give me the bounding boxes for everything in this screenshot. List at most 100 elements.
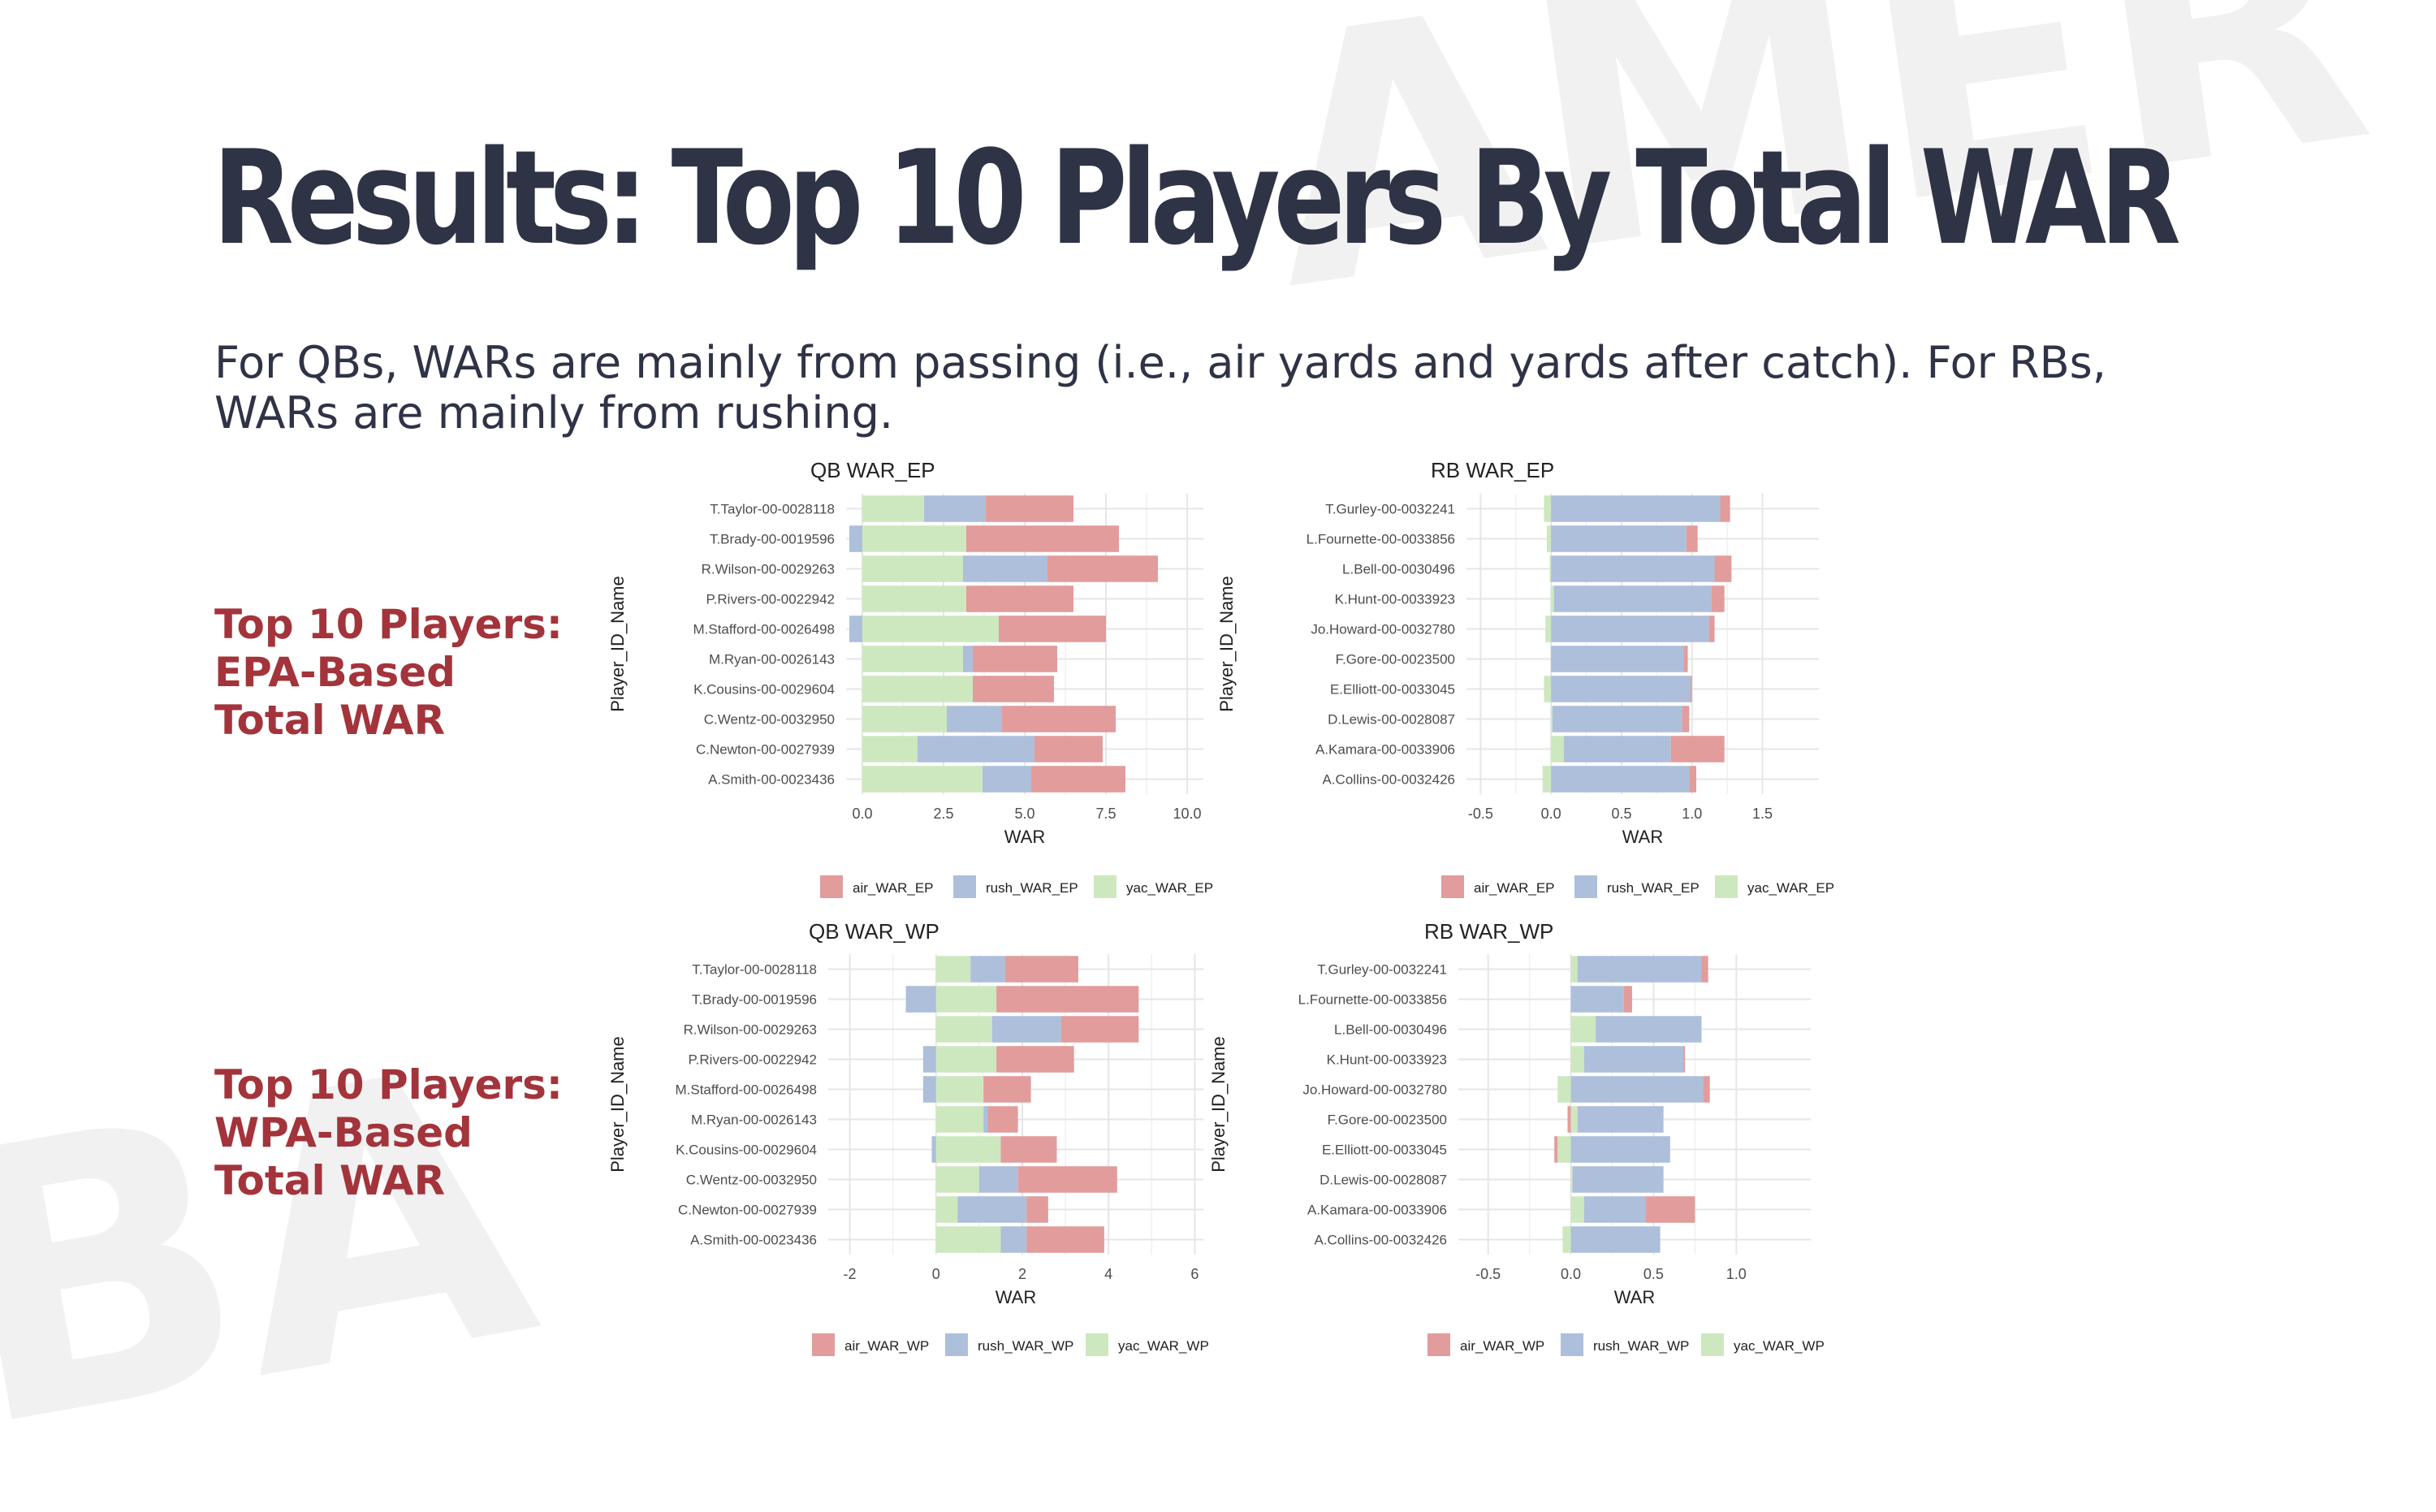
charts-canvas: 0.0 2.5 5.0 7.5 10.0T.Taylor-00-0028118T.Bra… <box>0 0 2436 1370</box>
bar-rush <box>983 766 1031 793</box>
y-tick-label: T.Brady-00-0019596 <box>710 532 835 547</box>
chart-title: RB WAR_WP <box>1424 919 1553 944</box>
legend-label-yac: yac_WAR_EP <box>1747 880 1834 896</box>
bar-yac <box>1571 1196 1584 1223</box>
y-tick-label: M.Stafford-00-0026498 <box>693 622 835 637</box>
bar-yac <box>936 1166 979 1193</box>
x-tick-label: 0.5 <box>1611 806 1631 822</box>
legend-swatch-yac <box>1086 1333 1108 1356</box>
y-tick-label: C.Newton-00-0027939 <box>696 742 835 758</box>
legend-swatch-rush <box>1574 875 1597 898</box>
bar-yac <box>936 986 996 1013</box>
bar-rush <box>1578 1106 1664 1133</box>
bar-rush <box>1551 766 1689 793</box>
y-tick-label: D.Lewis-00-0028087 <box>1328 712 1455 728</box>
bar-air <box>1704 1076 1710 1103</box>
bar-rush <box>923 1046 936 1073</box>
legend-swatch-yac <box>1701 1333 1724 1356</box>
bar-rush <box>923 1076 936 1103</box>
y-tick-label: C.Newton-00-0027939 <box>678 1203 817 1218</box>
x-tick-label: -2 <box>844 1266 857 1282</box>
bar-yac <box>936 1076 983 1103</box>
chart-title: QB WAR_WP <box>809 919 939 944</box>
bar-rush <box>963 646 973 672</box>
bar-rush <box>906 986 936 1013</box>
bar-rush <box>1551 646 1683 672</box>
bar-rush <box>849 616 862 642</box>
bar-yac <box>936 1046 996 1073</box>
x-tick-label: 0 <box>932 1266 940 1282</box>
bar-air <box>1687 525 1698 552</box>
legend-label-yac: yac_WAR_WP <box>1118 1338 1209 1354</box>
bar-yac <box>936 1226 1001 1253</box>
bar-air <box>1026 1226 1104 1253</box>
bar-rush <box>1551 616 1708 642</box>
y-tick-label: T.Gurley-00-0032241 <box>1317 962 1447 978</box>
bar-yac <box>1544 676 1551 702</box>
x-tick-label: 10.0 <box>1173 806 1201 822</box>
legend-swatch-air <box>812 1333 835 1356</box>
legend-label-air: air_WAR_EP <box>853 880 934 896</box>
y-tick-label: M.Ryan-00-0026143 <box>709 652 835 667</box>
bar-air <box>1624 986 1632 1013</box>
legend: air_WAR_EP rush_WAR_EP yac_WAR_EP <box>1441 875 1834 898</box>
bar-rush <box>1000 1226 1026 1253</box>
bar-yac <box>936 956 970 983</box>
x-axis-title: WAR <box>1622 827 1664 847</box>
bar-rush <box>1578 956 1702 983</box>
bar-rush <box>970 956 1004 983</box>
bar-air <box>1682 706 1690 732</box>
x-tick-label: 0.0 <box>1561 1266 1581 1282</box>
y-tick-label: A.Kamara-00-0033906 <box>1315 742 1455 758</box>
bar-rush <box>983 1106 987 1133</box>
bar-rush <box>1553 706 1682 732</box>
y-tick-label: T.Brady-00-0019596 <box>692 992 817 1008</box>
bar-air <box>1567 1106 1570 1133</box>
bar-air <box>1002 706 1116 732</box>
bar-yac <box>936 1196 958 1223</box>
bar-yac <box>1551 706 1553 732</box>
bar-rush <box>1551 495 1720 522</box>
y-tick-label: T.Taylor-00-0028118 <box>692 962 817 978</box>
bar-rush <box>924 495 986 522</box>
bar-yac <box>862 495 924 522</box>
y-tick-label: L.Fournette-00-0033856 <box>1307 532 1455 547</box>
y-tick-label: A.Smith-00-0023436 <box>708 772 835 788</box>
bar-air <box>1047 555 1158 582</box>
bar-yac <box>1571 1046 1584 1073</box>
legend: air_WAR_WP rush_WAR_WP yac_WAR_WP <box>812 1333 1209 1356</box>
bar-rush <box>992 1016 1061 1043</box>
chart-qb_wp: -2 0 2 4 6T.Taylor-00-0028118T.Brady-00-0019… <box>607 919 1209 1356</box>
chart-rb_wp: -0.5 0.0 0.5 1.0T.Gurley-00-0032241L.Fourne… <box>1208 919 1825 1356</box>
bar-yac <box>862 616 999 642</box>
bar-yac <box>862 766 983 793</box>
bar-yac <box>1557 1136 1570 1163</box>
bar-rush <box>947 706 1002 732</box>
bar-air <box>1061 1016 1139 1043</box>
bar-yac <box>862 525 966 552</box>
y-tick-label: R.Wilson-00-0029263 <box>702 562 835 577</box>
y-tick-label: K.Cousins-00-0029604 <box>676 1143 817 1158</box>
legend-label-air: air_WAR_WP <box>1460 1338 1544 1354</box>
bar-air <box>1720 495 1730 522</box>
bar-air <box>987 1106 1017 1133</box>
bar-air <box>1645 1196 1695 1223</box>
y-axis-title: Player_ID_Name <box>607 576 628 712</box>
bar-yac <box>1562 1226 1570 1253</box>
x-tick-label: 6 <box>1190 1266 1199 1282</box>
y-tick-label: L.Bell-00-0030496 <box>1334 1022 1447 1038</box>
bar-rush <box>1584 1046 1683 1073</box>
x-tick-label: 5.0 <box>1014 806 1034 822</box>
y-tick-label: E.Elliott-00-0033045 <box>1330 682 1455 698</box>
bar-rush <box>963 555 1047 582</box>
legend-label-rush: rush_WAR_WP <box>1593 1338 1689 1354</box>
y-tick-label: M.Stafford-00-0026498 <box>675 1082 817 1098</box>
y-tick-label: C.Wentz-00-0032950 <box>686 1173 817 1188</box>
bar-air <box>1683 646 1687 672</box>
y-tick-label: T.Gurley-00-0032241 <box>1325 502 1455 517</box>
bar-air <box>1026 1196 1048 1223</box>
bar-yac <box>862 646 963 672</box>
bar-rush <box>1573 1166 1664 1193</box>
bar-rush <box>1571 986 1624 1013</box>
bar-yac <box>1557 1076 1570 1103</box>
